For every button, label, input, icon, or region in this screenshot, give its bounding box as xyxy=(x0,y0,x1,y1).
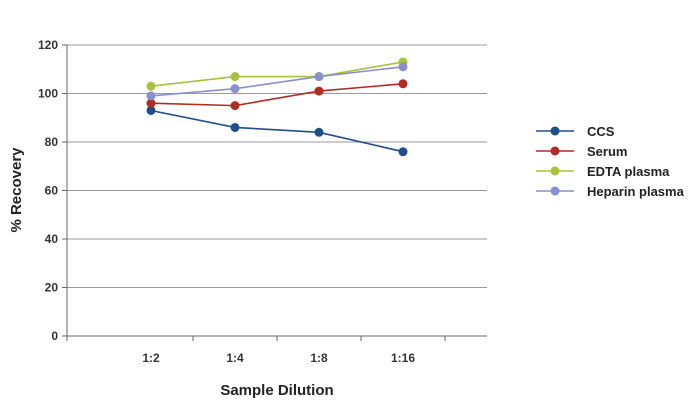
legend-item: CCS xyxy=(536,124,615,139)
legend-swatch-marker xyxy=(550,126,560,136)
data-point xyxy=(230,84,240,94)
series-serum xyxy=(146,79,408,111)
x-tick-label-1:2: 1:2 xyxy=(142,351,160,365)
data-point xyxy=(314,86,324,96)
legend-label: Heparin plasma xyxy=(587,184,685,199)
y-tick-label-20: 20 xyxy=(45,281,59,295)
legend-item: Heparin plasma xyxy=(536,184,685,199)
y-tick-labels: 0 20 40 60 80 100 120 xyxy=(38,38,67,343)
legend-swatch-marker xyxy=(550,166,560,176)
grid-lines xyxy=(67,44,487,288)
data-point xyxy=(230,122,240,132)
legend-item: Serum xyxy=(536,144,627,159)
y-tick-label-0: 0 xyxy=(51,329,58,343)
data-point xyxy=(230,101,240,111)
legend-label: CCS xyxy=(587,124,615,139)
legend: CCS Serum EDTA plasma Heparin plasma xyxy=(536,124,685,199)
y-tick-label-80: 80 xyxy=(45,135,59,149)
series-group xyxy=(146,57,408,157)
data-point xyxy=(146,98,156,108)
data-point xyxy=(314,127,324,137)
legend-swatch-marker xyxy=(550,146,560,156)
x-tick-label-1:8: 1:8 xyxy=(310,351,328,365)
x-tick-labels: 1:2 1:4 1:8 1:16 xyxy=(66,336,446,365)
data-point xyxy=(398,62,408,72)
y-tick-label-100: 100 xyxy=(38,87,58,101)
y-axis-title: % Recovery xyxy=(8,147,25,233)
data-point xyxy=(146,91,156,101)
series-ccs xyxy=(146,105,408,157)
legend-swatch-marker xyxy=(550,186,560,196)
legend-label: EDTA plasma xyxy=(587,164,670,179)
series-heparin-plasma xyxy=(146,62,408,101)
legend-label: Serum xyxy=(587,144,627,159)
series-line xyxy=(150,109,404,153)
data-point xyxy=(230,72,240,82)
data-point xyxy=(146,105,156,115)
series-line xyxy=(150,66,404,97)
y-tick-label-120: 120 xyxy=(38,38,58,52)
y-tick-label-60: 60 xyxy=(45,184,59,198)
data-point xyxy=(398,147,408,157)
series-edta-plasma xyxy=(146,57,408,91)
data-point xyxy=(314,72,324,82)
series-line xyxy=(150,83,404,107)
y-tick-label-40: 40 xyxy=(45,232,59,246)
data-point xyxy=(146,81,156,91)
x-tick-label-1:4: 1:4 xyxy=(226,351,244,365)
series-line xyxy=(150,61,404,88)
x-tick-label-1:16: 1:16 xyxy=(391,351,415,365)
legend-item: EDTA plasma xyxy=(536,164,670,179)
data-point xyxy=(398,79,408,89)
x-axis-title: Sample Dilution xyxy=(220,382,333,399)
